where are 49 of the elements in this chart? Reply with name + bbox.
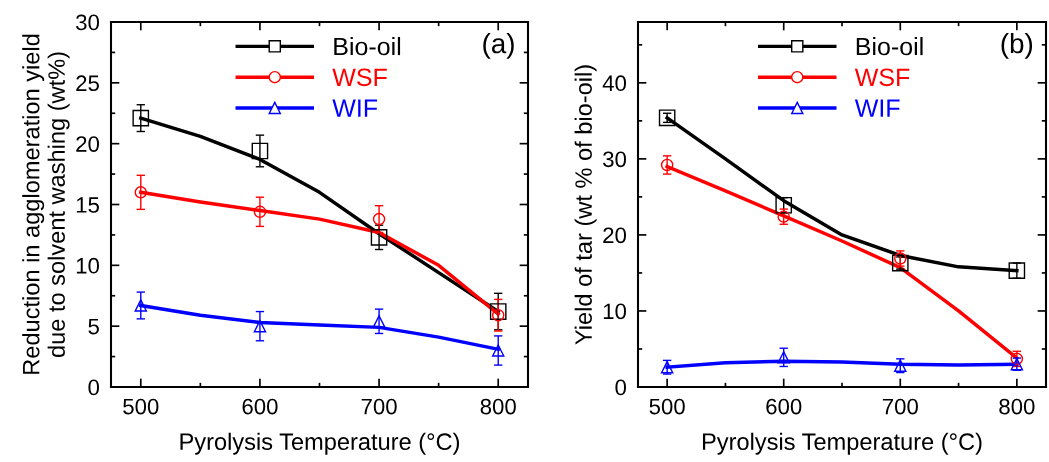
annotation: (a) (483, 32, 514, 59)
point (491, 344, 505, 357)
y-tick-label: 30 (603, 151, 627, 168)
legend-label: WIF (332, 99, 378, 117)
y-tick-label: 25 (76, 75, 99, 92)
legend-label: Bio-oil (334, 37, 401, 56)
y-tick-label: 40 (602, 75, 627, 92)
x-tick-label: 700 (882, 398, 918, 415)
y-tick-label: 15 (76, 197, 99, 213)
x-axis-title: Pyrolysis Temperature (°C) (180, 432, 459, 455)
y-tick-label: 30 (76, 14, 100, 31)
legend-label: WSF (332, 68, 387, 87)
x-axis-title: Pyrolysis Temperature (°C) (702, 432, 982, 455)
y-axis-title: Yield of tar (wt % of bio-oil) (574, 65, 597, 345)
legend-label: WSF (854, 68, 910, 87)
point (132, 109, 150, 127)
point (372, 315, 386, 328)
x-tick-label: 500 (123, 398, 159, 415)
point (489, 303, 507, 320)
point (775, 196, 793, 214)
x-tick-label: 800 (999, 398, 1035, 415)
point (372, 212, 386, 226)
x-tick-label: 600 (766, 398, 802, 415)
y-tick-label: 10 (76, 257, 100, 274)
x-tick-label: 600 (242, 398, 278, 415)
point (370, 229, 388, 246)
x-tick-label: 800 (480, 398, 516, 415)
y-tick-label: 5 (88, 318, 99, 335)
x-tick-label: 700 (361, 398, 397, 415)
x-tick-label: 500 (649, 398, 685, 415)
y-tick-label: 0 (88, 379, 100, 396)
annotation: (b) (1001, 32, 1033, 59)
point (251, 142, 269, 160)
y-tick-label: 20 (76, 136, 100, 152)
legend-label: Bio-oil (856, 37, 923, 56)
point (1008, 262, 1026, 279)
point (491, 308, 505, 322)
point (253, 205, 267, 219)
y-tick-label: 20 (603, 227, 627, 244)
point (891, 254, 909, 272)
point (134, 186, 148, 199)
point (134, 299, 148, 312)
point (253, 319, 267, 333)
point (658, 109, 676, 127)
point (777, 351, 790, 364)
y-tick-label: 0 (615, 379, 627, 396)
legend-label: WIF (854, 99, 900, 117)
y-tick-label: 10 (603, 303, 627, 320)
y-axis-title: Reduction in agglomeration yield due to solvent washing (wt%) (22, 34, 70, 374)
